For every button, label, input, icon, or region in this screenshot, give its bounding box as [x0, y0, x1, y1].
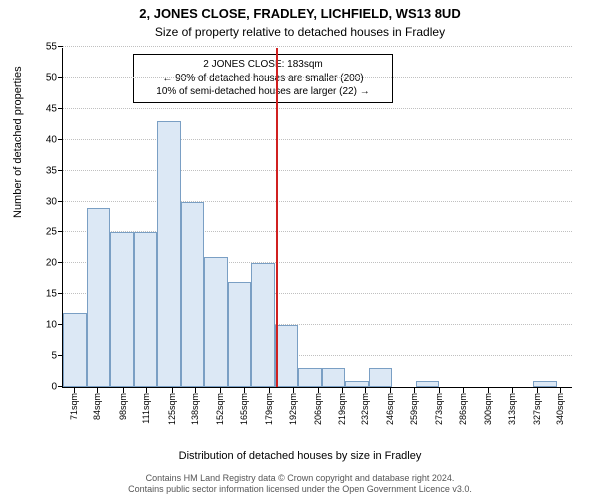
histogram-bar	[533, 381, 557, 387]
y-tick-label: 30	[46, 196, 63, 207]
y-tick-label: 20	[46, 258, 63, 269]
histogram-bar	[228, 282, 252, 387]
y-tick-mark	[58, 262, 63, 263]
y-tick-mark	[58, 231, 63, 232]
x-tick-label: 219sqm	[337, 393, 347, 425]
histogram-bar	[157, 121, 181, 387]
y-axis-label: Number of detached properties	[12, 66, 24, 218]
y-tick-label: 0	[51, 382, 63, 393]
x-tick-label: 313sqm	[507, 393, 517, 425]
x-tick-label: 259sqm	[409, 393, 419, 425]
y-tick-mark	[58, 170, 63, 171]
x-tick-label: 125sqm	[167, 393, 177, 425]
histogram-bar	[345, 381, 369, 387]
x-tick-label: 340sqm	[555, 393, 565, 425]
y-tick-mark	[58, 201, 63, 202]
histogram-bar	[298, 368, 322, 387]
chart-footer: Contains HM Land Registry data © Crown c…	[0, 473, 600, 496]
gridline-h	[63, 77, 572, 78]
y-tick-label: 15	[46, 289, 63, 300]
x-tick-label: 165sqm	[239, 393, 249, 425]
y-tick-mark	[58, 77, 63, 78]
x-tick-label: 286sqm	[458, 393, 468, 425]
infobox-line1: 2 JONES CLOSE: 183sqm	[140, 58, 386, 72]
infobox-line3: 10% of semi-detached houses are larger (…	[140, 85, 386, 99]
x-tick-label: 98sqm	[118, 393, 128, 420]
histogram-bar	[416, 381, 440, 387]
y-tick-label: 10	[46, 320, 63, 331]
histogram-bar	[134, 232, 158, 387]
histogram-bar	[204, 257, 228, 387]
histogram-bar	[87, 208, 111, 387]
x-tick-label: 246sqm	[385, 393, 395, 425]
x-tick-label: 327sqm	[532, 393, 542, 425]
y-tick-label: 25	[46, 227, 63, 238]
gridline-h	[63, 201, 572, 202]
histogram-bar	[369, 368, 393, 387]
gridline-h	[63, 170, 572, 171]
y-tick-mark	[58, 139, 63, 140]
gridline-h	[63, 108, 572, 109]
histogram-bar	[181, 202, 205, 387]
x-tick-label: 138sqm	[190, 393, 200, 425]
gridline-h	[63, 139, 572, 140]
x-tick-label: 273sqm	[434, 393, 444, 425]
chart-title-sub: Size of property relative to detached ho…	[0, 21, 600, 39]
chart-title-main: 2, JONES CLOSE, FRADLEY, LICHFIELD, WS13…	[0, 0, 600, 21]
y-tick-label: 5	[51, 351, 63, 362]
x-tick-label: 71sqm	[69, 393, 79, 420]
y-tick-mark	[58, 46, 63, 47]
x-axis-label: Distribution of detached houses by size …	[0, 450, 600, 462]
chart-plot-area: 2 JONES CLOSE: 183sqm ← 90% of detached …	[62, 48, 572, 388]
y-tick-label: 45	[46, 103, 63, 114]
x-tick-label: 84sqm	[92, 393, 102, 420]
y-tick-mark	[58, 108, 63, 109]
y-tick-label: 35	[46, 165, 63, 176]
y-tick-label: 40	[46, 134, 63, 145]
footer-line1: Contains HM Land Registry data © Crown c…	[0, 473, 600, 485]
infobox-line2: ← 90% of detached houses are smaller (20…	[140, 72, 386, 86]
marker-infobox: 2 JONES CLOSE: 183sqm ← 90% of detached …	[133, 54, 393, 103]
histogram-bar	[322, 368, 346, 387]
y-tick-mark	[58, 293, 63, 294]
histogram-bar	[110, 232, 134, 387]
y-tick-label: 50	[46, 72, 63, 83]
x-tick-label: 152sqm	[215, 393, 225, 425]
x-tick-label: 232sqm	[360, 393, 370, 425]
footer-line2: Contains public sector information licen…	[0, 484, 600, 496]
x-tick-label: 300sqm	[483, 393, 493, 425]
marker-vertical-line	[276, 48, 278, 387]
x-tick-label: 111sqm	[141, 393, 151, 424]
x-tick-label: 206sqm	[313, 393, 323, 425]
x-tick-label: 179sqm	[264, 393, 274, 425]
x-tick-label: 192sqm	[288, 393, 298, 425]
gridline-h	[63, 46, 572, 47]
histogram-bar	[63, 313, 87, 387]
histogram-bar	[251, 263, 275, 387]
y-tick-label: 55	[46, 42, 63, 53]
